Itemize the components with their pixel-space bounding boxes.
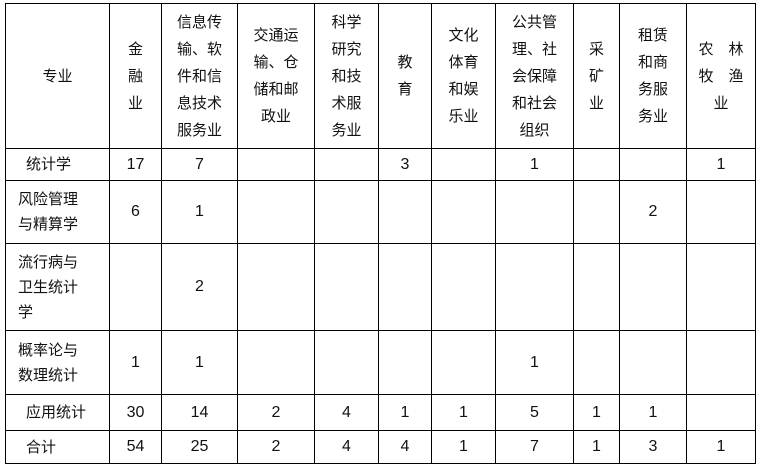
cell-count: 7 bbox=[495, 430, 574, 464]
cell-count: 25 bbox=[161, 430, 238, 464]
cell-count: 1 bbox=[573, 430, 620, 464]
cell-count bbox=[237, 330, 315, 395]
header-major: 专业 bbox=[5, 3, 110, 149]
cell-count: 2 bbox=[619, 180, 687, 244]
cell-count: 14 bbox=[161, 394, 238, 431]
header-industry: 交通运 输、仓 储和邮 政业 bbox=[237, 3, 315, 149]
cell-count bbox=[573, 148, 620, 181]
cell-count bbox=[573, 243, 620, 331]
cell-count: 4 bbox=[378, 430, 432, 464]
cell-count bbox=[686, 330, 756, 395]
cell-count bbox=[495, 180, 574, 244]
table-row: 统计学 17 7 3 1 1 bbox=[5, 148, 756, 181]
cell-count bbox=[109, 243, 162, 331]
header-row: 专业金 融 业信息传 输、软 件和信 息技术 服务业 交通运 输、仓 储和邮 政业… bbox=[5, 3, 756, 149]
cell-count: 4 bbox=[314, 394, 379, 431]
cell-count: 2 bbox=[237, 394, 315, 431]
row-major: 流行病与 卫生统计 学 bbox=[5, 243, 110, 331]
cell-count bbox=[619, 330, 687, 395]
cell-count bbox=[314, 330, 379, 395]
header-industry: 采 矿 业 bbox=[573, 3, 620, 149]
row-major: 统计学 bbox=[5, 148, 110, 181]
cell-count bbox=[237, 243, 315, 331]
cell-count: 1 bbox=[161, 180, 238, 244]
cell-count: 2 bbox=[161, 243, 238, 331]
cell-count: 1 bbox=[431, 430, 496, 464]
cell-count: 17 bbox=[109, 148, 162, 181]
table-row: 流行病与 卫生统计 学 2 bbox=[5, 243, 756, 331]
cell-count bbox=[573, 180, 620, 244]
cell-count bbox=[686, 243, 756, 331]
header-industry: 租赁 和商 务服 务业 bbox=[619, 3, 687, 149]
cell-count: 1 bbox=[619, 394, 687, 431]
cell-count bbox=[314, 148, 379, 181]
cell-count: 7 bbox=[161, 148, 238, 181]
table-row: 概率论与 数理统计 1 1 1 bbox=[5, 330, 756, 395]
cell-count: 6 bbox=[109, 180, 162, 244]
header-industry: 文化 体育 和娱 乐业 bbox=[431, 3, 496, 149]
row-major: 应用统计 bbox=[5, 394, 110, 431]
header-industry: 金 融 业 bbox=[109, 3, 162, 149]
header-industry: 教 育 bbox=[378, 3, 432, 149]
cell-count bbox=[378, 330, 432, 395]
row-major: 概率论与 数理统计 bbox=[5, 330, 110, 395]
cell-count bbox=[686, 180, 756, 244]
cell-count bbox=[573, 330, 620, 395]
cell-count bbox=[431, 180, 496, 244]
table-row: 合计 54 25 2 4 4 1 7 1 3 1 bbox=[5, 430, 756, 464]
row-major: 风险管理 与精算学 bbox=[5, 180, 110, 244]
cell-count bbox=[686, 394, 756, 431]
cell-count bbox=[378, 243, 432, 331]
cell-count: 1 bbox=[495, 330, 574, 395]
cell-count bbox=[431, 148, 496, 181]
cell-count bbox=[237, 148, 315, 181]
cell-count: 3 bbox=[378, 148, 432, 181]
cell-count bbox=[237, 180, 315, 244]
table-row: 应用统计 30 14 2 4 1 1 5 1 1 bbox=[5, 394, 756, 431]
cell-count: 1 bbox=[378, 394, 432, 431]
cell-count: 30 bbox=[109, 394, 162, 431]
cell-count: 1 bbox=[686, 148, 756, 181]
cell-count bbox=[619, 148, 687, 181]
cell-count: 1 bbox=[573, 394, 620, 431]
cell-count: 1 bbox=[431, 394, 496, 431]
cell-count bbox=[378, 180, 432, 244]
cell-count bbox=[619, 243, 687, 331]
header-industry: 信息传 输、软 件和信 息技术 服务业 bbox=[161, 3, 238, 149]
row-major: 合计 bbox=[5, 430, 110, 464]
header-industry: 农 林 牧 渔 业 bbox=[686, 3, 756, 149]
employment-table: 专业金 融 业信息传 输、软 件和信 息技术 服务业 交通运 输、仓 储和邮 政业… bbox=[5, 3, 756, 464]
cell-count: 1 bbox=[109, 330, 162, 395]
table-row: 风险管理 与精算学 6 1 2 bbox=[5, 180, 756, 244]
cell-count: 54 bbox=[109, 430, 162, 464]
cell-count: 5 bbox=[495, 394, 574, 431]
cell-count: 1 bbox=[161, 330, 238, 395]
cell-count: 1 bbox=[495, 148, 574, 181]
cell-count bbox=[314, 180, 379, 244]
cell-count: 3 bbox=[619, 430, 687, 464]
cell-count bbox=[495, 243, 574, 331]
cell-count bbox=[431, 330, 496, 395]
cell-count: 4 bbox=[314, 430, 379, 464]
cell-count: 1 bbox=[686, 430, 756, 464]
header-industry: 公共管 理、社 会保障 和社会 组织 bbox=[495, 3, 574, 149]
cell-count bbox=[314, 243, 379, 331]
header-industry: 科学 研究 和技 术服 务业 bbox=[314, 3, 379, 149]
cell-count bbox=[431, 243, 496, 331]
cell-count: 2 bbox=[237, 430, 315, 464]
